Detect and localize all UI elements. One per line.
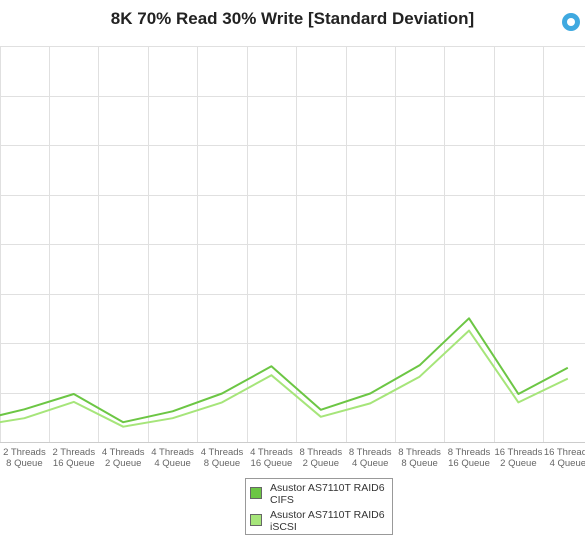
- legend-swatch-cifs: [250, 487, 262, 499]
- x-tick-label: 8 Threads 16 Queue: [448, 447, 491, 469]
- x-tick-label: 4 Threads 2 Queue: [102, 447, 145, 469]
- grid-lines: [0, 46, 585, 443]
- x-tick-label: 2 Threads 8 Queue: [3, 447, 46, 469]
- legend-label-cifs: Asustor AS7110T RAID6 CIFS: [270, 482, 385, 506]
- chart-title: 8K 70% Read 30% Write [Standard Deviatio…: [110, 9, 475, 28]
- x-tick-label: 16 Threads 2 Queue: [494, 447, 542, 469]
- x-tick-label: 4 Threads 16 Queue: [250, 447, 293, 469]
- legend-label-iscsi: Asustor AS7110T RAID6 iSCSI: [270, 509, 385, 533]
- x-tick-label: 8 Threads 2 Queue: [299, 447, 342, 469]
- x-tick-label: 4 Threads 4 Queue: [151, 447, 194, 469]
- legend-swatch-iscsi: [250, 514, 262, 526]
- x-tick-label: 4 Threads 8 Queue: [201, 447, 244, 469]
- x-tick-label: 8 Threads 8 Queue: [398, 447, 441, 469]
- series-line-0: [0, 317, 569, 424]
- x-tick-label: 8 Threads 4 Queue: [349, 447, 392, 469]
- menu-icon[interactable]: [562, 13, 580, 31]
- series-line-1: [0, 329, 569, 428]
- x-tick-label: 2 Threads 16 Queue: [52, 447, 95, 469]
- series-lines: [0, 317, 569, 428]
- legend: Asustor AS7110T RAID6 CIFS Asustor AS711…: [245, 478, 393, 535]
